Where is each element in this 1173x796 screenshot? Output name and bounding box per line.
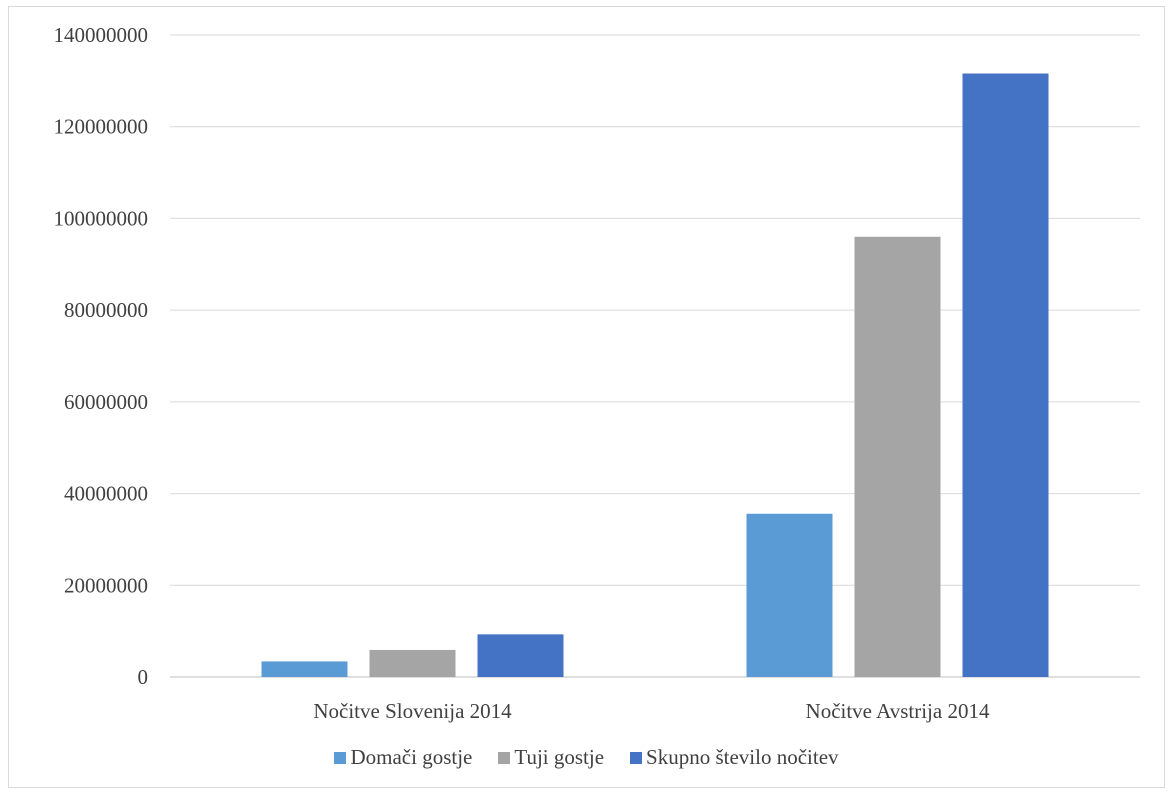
legend-item: Domači gostje — [334, 745, 472, 770]
legend: Domači gostje Tuji gostje Skupno število n… — [0, 745, 1173, 770]
bars — [261, 73, 1049, 677]
y-tick-label: 80000000 — [64, 298, 148, 322]
y-tick-label: 140000000 — [54, 23, 149, 47]
y-tick-label: 20000000 — [64, 573, 148, 597]
legend-swatch — [498, 751, 511, 764]
bar-1-2 — [962, 73, 1049, 677]
y-tick-label: 40000000 — [64, 482, 148, 506]
x-axis-ticks: Nočitve Slovenija 2014 Nočitve Avstrija 2… — [313, 699, 990, 723]
y-tick-label: 0 — [138, 665, 149, 689]
legend-swatch — [630, 751, 643, 764]
x-tick-label: Nočitve Avstrija 2014 — [806, 699, 990, 723]
legend-item: Skupno število nočitev — [630, 745, 839, 770]
y-tick-label: 100000000 — [54, 206, 149, 230]
bar-1-0 — [746, 513, 833, 677]
bar-1-1 — [854, 236, 941, 677]
legend-item: Tuji gostje — [498, 745, 604, 770]
y-axis-ticks: 0 20000000 40000000 60000000 80000000 1000000… — [54, 23, 149, 689]
legend-label: Domači gostje — [350, 745, 473, 769]
x-tick-label: Nočitve Slovenija 2014 — [313, 699, 512, 723]
bar-0-2 — [477, 634, 564, 677]
legend-label: Skupno število nočitev — [646, 745, 839, 769]
bar-0-0 — [261, 661, 348, 677]
y-tick-label: 60000000 — [64, 390, 148, 414]
y-tick-label: 120000000 — [54, 115, 149, 139]
legend-label: Tuji gostje — [514, 745, 605, 769]
legend-swatch — [334, 751, 347, 764]
bar-0-1 — [369, 649, 456, 677]
